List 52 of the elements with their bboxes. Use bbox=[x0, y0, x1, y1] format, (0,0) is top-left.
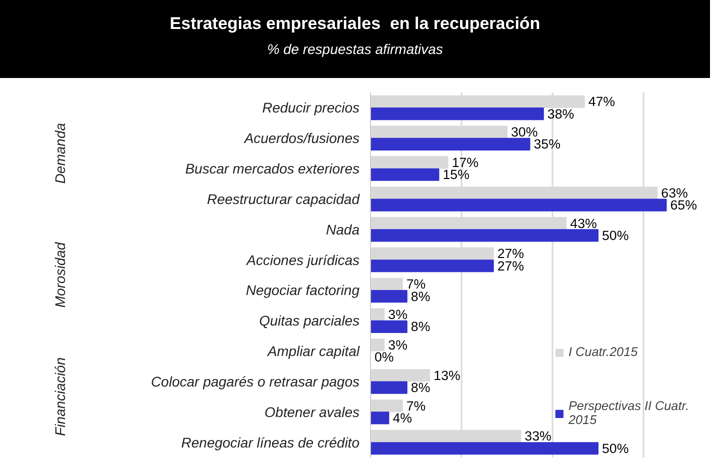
data-label: 65% bbox=[670, 198, 698, 213]
y-tick-label: Obtener avales bbox=[264, 404, 360, 420]
bar bbox=[370, 400, 403, 412]
bar bbox=[370, 278, 403, 290]
y-tick-label: Quitas parciales bbox=[259, 312, 360, 329]
data-label: 3% bbox=[388, 337, 408, 352]
text: Financiación bbox=[52, 357, 68, 436]
data-label: 3% bbox=[388, 307, 408, 322]
y-tick-label: Reestructurar capacidad bbox=[206, 190, 361, 207]
data-label: 63% bbox=[661, 185, 688, 200]
y-tick-label: Negociar factoring bbox=[246, 282, 360, 298]
data-label: 13% bbox=[434, 368, 460, 383]
text: Demanda bbox=[52, 122, 68, 184]
bar bbox=[370, 369, 430, 382]
y-tick-label: Renegociar líneas de crédito bbox=[181, 434, 360, 450]
bar bbox=[370, 308, 385, 321]
chart-title: Estrategias empresariales en la recuperación bbox=[170, 13, 540, 35]
bar bbox=[370, 168, 440, 181]
bar bbox=[370, 381, 408, 394]
data-label: 50% bbox=[602, 228, 629, 243]
y-tick-label: Acciones jurídicas bbox=[246, 252, 360, 268]
y-tick-label: Nada bbox=[326, 221, 360, 238]
data-label: 17% bbox=[452, 154, 479, 170]
data-label: 0% bbox=[374, 350, 394, 365]
data-label: 8% bbox=[410, 380, 430, 396]
chart-subtitle: % de respuestas afirmativas bbox=[266, 40, 444, 60]
y-tick-label: Reducir precios bbox=[262, 100, 360, 116]
bar bbox=[370, 290, 408, 303]
data-label: 8% bbox=[410, 319, 430, 334]
y-tick-label: Ampliar capital bbox=[266, 343, 360, 360]
data-label: 47% bbox=[588, 94, 616, 110]
bar bbox=[370, 412, 390, 424]
bar bbox=[370, 442, 599, 455]
y-tick-label: Colocar pagarés o retrasar pagos bbox=[150, 373, 360, 390]
bar bbox=[370, 108, 544, 120]
data-label: 38% bbox=[547, 106, 574, 122]
bar bbox=[370, 320, 408, 333]
data-label: 15% bbox=[442, 167, 470, 182]
y-tick-label: Buscar mercados exteriores bbox=[185, 160, 360, 177]
bar bbox=[370, 198, 667, 212]
bar bbox=[370, 156, 448, 169]
legend-label: Perspectivas II Cuatr. 2015 bbox=[568, 399, 689, 427]
data-label: 33% bbox=[524, 428, 552, 444]
bar bbox=[370, 260, 494, 272]
text: Morosidad bbox=[52, 241, 68, 308]
bar bbox=[370, 229, 599, 242]
y-tick-label: Acuerdos/fusiones bbox=[243, 130, 360, 146]
data-label: 50% bbox=[602, 440, 629, 456]
bar bbox=[370, 338, 385, 352]
legend-label: I Cuatr.2015 bbox=[568, 345, 638, 359]
bar bbox=[370, 138, 530, 150]
data-label: 43% bbox=[570, 216, 597, 231]
